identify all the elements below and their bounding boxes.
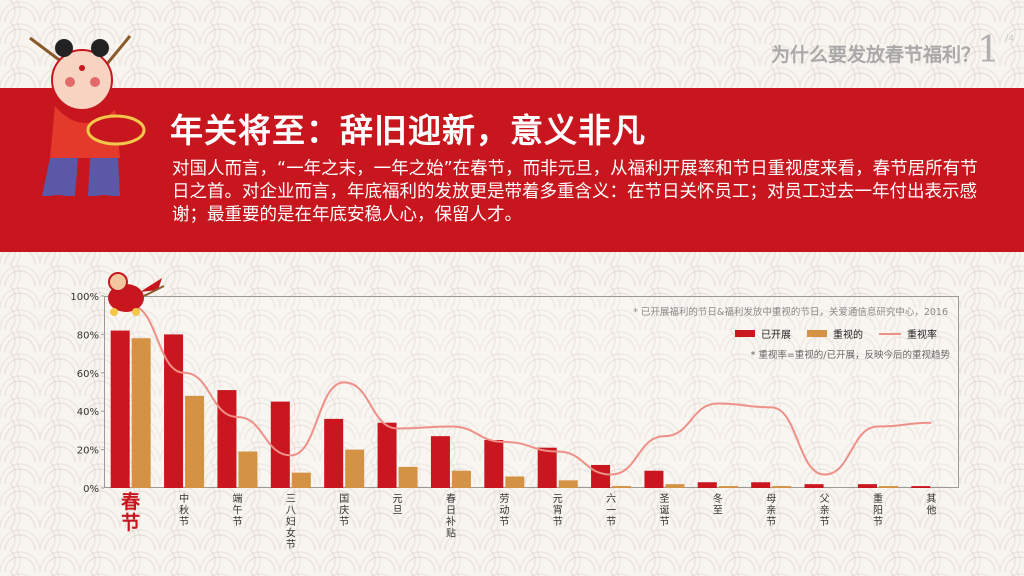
bar-valued (291, 472, 311, 488)
bar-conducted (697, 482, 717, 488)
bar-conducted (591, 464, 611, 488)
bar-valued (665, 484, 685, 488)
bar-valued (398, 466, 418, 488)
bar-conducted (911, 486, 931, 488)
y-tick-label: 80% (77, 330, 99, 341)
bar-valued (612, 486, 632, 488)
page-total: /4 (1005, 34, 1014, 44)
banner-title: 年关将至：辞旧迎新，意义非凡 (170, 111, 646, 150)
x-tick-label: 端午节 (232, 492, 242, 528)
chart-legend: 已开展 重视的 重视率 (735, 326, 937, 341)
legend-swatch-rate (879, 332, 901, 335)
legend-item-conducted: 已开展 (735, 326, 791, 341)
x-tick-label: 国庆节 (339, 493, 349, 528)
x-tick-label: 六一节 (606, 493, 616, 528)
bar-valued (718, 486, 738, 488)
bar-valued (345, 449, 365, 488)
y-tick-label: 0% (83, 484, 99, 495)
bar-conducted (377, 422, 397, 488)
x-tick-label: 父亲节 (820, 493, 830, 528)
bar-conducted (857, 484, 877, 488)
y-tick-label: 20% (77, 446, 99, 457)
x-tick-label: 母亲节 (766, 493, 776, 528)
x-tick-label: 元旦 (393, 494, 403, 517)
bar-valued (505, 476, 525, 488)
x-tick-label: 冬至 (713, 492, 723, 517)
x-tick-label: 重阳节 (873, 492, 883, 528)
bar-conducted (430, 436, 450, 488)
bar-valued (772, 486, 792, 488)
x-tick-label: 圣诞节 (659, 493, 669, 528)
legend-item-valued: 重视的 (807, 326, 863, 341)
page-number: 1 (977, 30, 1000, 71)
bar-valued (238, 451, 258, 488)
bar-conducted (164, 334, 184, 488)
bar-conducted (324, 418, 344, 488)
y-tick-label: 40% (77, 407, 99, 418)
legend-label-rate: 重视率 (907, 330, 937, 341)
bar-conducted (644, 470, 664, 488)
y-tick-label: 100% (70, 292, 99, 303)
x-tick-label: 春日补贴 (446, 493, 456, 540)
x-tick-label: 春节 (121, 490, 140, 534)
x-tick-label: 三八妇女节 (286, 494, 296, 551)
legend-swatch-valued (807, 330, 827, 337)
legend-label-conducted: 已开展 (761, 330, 791, 341)
bar-conducted (751, 482, 771, 488)
section-title: 为什么要发放春节福利？ (770, 44, 980, 66)
bar-conducted (537, 447, 557, 488)
drum-boy-mascot-icon (29, 35, 146, 205)
bar-valued (878, 486, 898, 488)
legend-item-rate: 重视率 (879, 326, 937, 341)
formula-note: * 重视率=重视的/已开展，反映今后的重视趋势 (750, 350, 950, 361)
bar-conducted (217, 390, 237, 488)
legend-swatch-conducted (735, 330, 755, 337)
dragon-mascot-icon (108, 272, 165, 316)
line-rate (130, 304, 932, 476)
bar-conducted (484, 440, 504, 488)
red-banner (0, 88, 1024, 252)
bar-conducted (804, 484, 824, 488)
x-tick-label: 其他 (926, 493, 936, 517)
bar-valued (451, 470, 471, 488)
bar-conducted (110, 330, 130, 488)
bar-valued (185, 395, 205, 488)
banner-paragraph: 对国人而言，“一年之末，一年之始”在春节，而非元旦，从福利开展率和节日重视度来看… (172, 159, 978, 225)
bar-valued (131, 338, 151, 488)
source-note: * 已开展福利的节日&福利发放中重视的节日，关爱通信息研究中心，2016 (633, 307, 948, 318)
bar-valued (558, 480, 578, 488)
y-tick-label: 60% (77, 369, 99, 380)
legend-label-valued: 重视的 (833, 330, 863, 341)
x-tick-label: 劳动节 (499, 492, 509, 528)
x-tick-label: 中秋节 (179, 492, 189, 528)
x-tick-label: 元宵节 (553, 494, 563, 528)
bar-conducted (270, 401, 290, 488)
